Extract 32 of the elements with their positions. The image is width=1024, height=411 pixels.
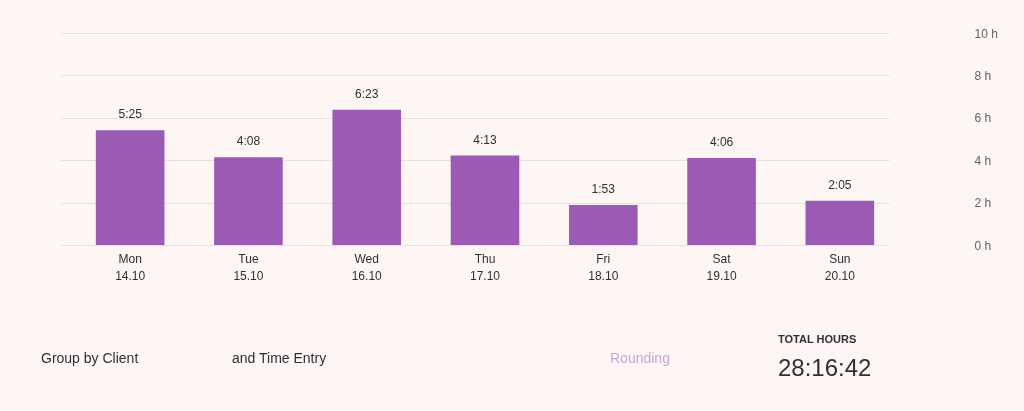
bar <box>95 130 165 245</box>
data-label: 4:06 <box>709 135 734 150</box>
data-label: 4:08 <box>236 134 261 149</box>
y-tick-label: 6 h <box>974 111 992 126</box>
data-label: 4:13 <box>473 132 497 147</box>
data-label: 5:25 <box>118 107 143 122</box>
text: 28:16:42 <box>778 354 872 381</box>
y-tick-label: 2 h <box>974 196 992 211</box>
text: Group by Client <box>41 350 139 366</box>
bar <box>450 155 520 245</box>
x-tick-label: Fri 18.10 <box>588 251 619 283</box>
bar <box>214 157 283 245</box>
x-tick-label: Thu 17.10 <box>469 251 501 283</box>
x-tick-label: Sun 20.10 <box>824 251 856 283</box>
data-label: 6:23 <box>355 86 379 101</box>
x-tick-label: Tue 15.10 <box>233 251 264 283</box>
data-label: 2:05 <box>828 177 852 192</box>
text: Rounding <box>610 350 670 366</box>
y-tick-label: 4 h <box>974 153 992 168</box>
bar <box>805 200 875 245</box>
text: and Time Entry <box>232 350 327 366</box>
x-tick-label: Mon 14.10 <box>115 251 146 283</box>
y-tick-label: 8 h <box>974 68 992 83</box>
x-tick-label: Wed 16.10 <box>351 251 383 283</box>
y-tick-label: 10 h <box>974 26 998 41</box>
data-label: 1:53 <box>591 182 616 197</box>
bar <box>568 205 638 245</box>
text: TOTAL HOURS <box>778 333 857 345</box>
y-tick-label: 0 h <box>974 238 992 253</box>
x-tick-label: Sat 19.10 <box>706 251 737 283</box>
bar <box>687 158 756 245</box>
bar <box>332 109 402 245</box>
